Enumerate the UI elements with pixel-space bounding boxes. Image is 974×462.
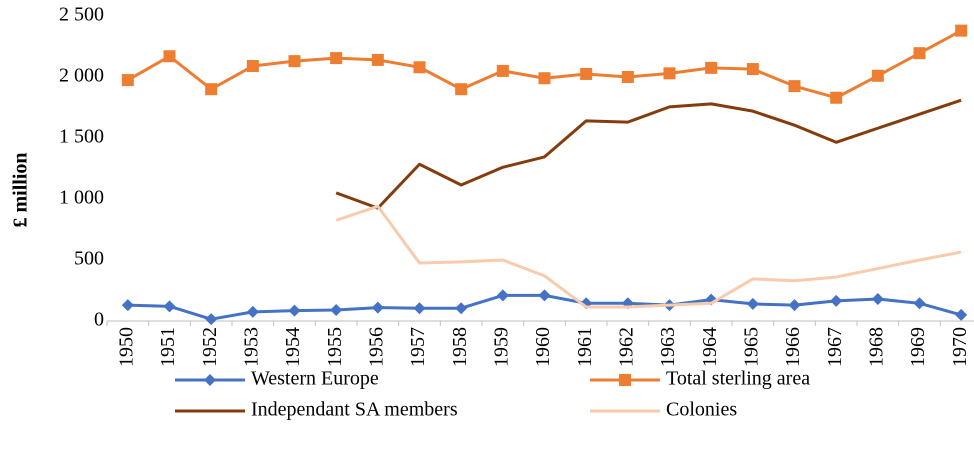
- marker: [246, 305, 259, 318]
- y-tick-label: 2 500: [59, 4, 104, 26]
- marker: [163, 50, 176, 63]
- series-line: [335, 98, 962, 210]
- x-tick-label: 1961: [574, 327, 596, 367]
- marker: [619, 374, 631, 386]
- x-tick-label: 1966: [782, 327, 804, 367]
- marker: [455, 302, 468, 315]
- marker: [621, 71, 634, 83]
- marker: [413, 61, 426, 74]
- x-tick-label: 1951: [157, 327, 179, 367]
- marker: [580, 67, 593, 80]
- y-tick-label: 1 500: [59, 126, 104, 148]
- marker: [205, 83, 218, 96]
- series-line: [335, 204, 962, 309]
- legend-label: Western Europe: [251, 368, 379, 390]
- marker: [205, 313, 218, 326]
- marker: [288, 304, 301, 317]
- marker: [871, 293, 884, 306]
- x-tick-label: 1952: [199, 327, 221, 367]
- x-tick-label: 1962: [615, 327, 637, 367]
- marker: [204, 374, 216, 386]
- x-tick-label: 1955: [324, 327, 346, 367]
- marker: [788, 80, 801, 93]
- x-tick-label: 1969: [907, 327, 929, 367]
- x-tick-label: 1967: [824, 327, 846, 367]
- y-tick-label: 2 000: [59, 65, 104, 87]
- marker: [121, 299, 134, 312]
- y-tick-label: 500: [74, 248, 104, 270]
- marker: [830, 91, 843, 104]
- legend-label: Colonies: [666, 399, 737, 421]
- marker: [913, 47, 926, 60]
- y-tick-label: 1 000: [59, 187, 104, 209]
- marker: [163, 300, 176, 313]
- marker: [413, 302, 426, 315]
- marker: [746, 297, 759, 310]
- marker: [746, 63, 759, 76]
- x-tick-label: 1954: [282, 327, 304, 367]
- marker: [455, 83, 468, 96]
- x-tick-label: 1960: [532, 327, 554, 367]
- marker: [830, 294, 843, 307]
- legend-label: Independant SA members: [251, 399, 458, 421]
- x-tick-label: 1959: [490, 327, 512, 367]
- marker: [871, 69, 884, 82]
- x-tick-label: 1964: [699, 327, 721, 367]
- marker: [788, 299, 801, 312]
- marker: [371, 53, 384, 66]
- x-tick-label: 1957: [407, 327, 429, 367]
- marker: [121, 74, 134, 87]
- marker: [246, 60, 259, 73]
- marker: [955, 308, 968, 321]
- marker: [496, 289, 509, 302]
- x-tick-label: 1968: [865, 327, 887, 367]
- x-tick-label: 1950: [115, 327, 137, 367]
- legend-label: Total sterling area: [666, 368, 810, 390]
- x-tick-label: 1970: [949, 327, 971, 367]
- marker: [913, 297, 926, 310]
- marker: [371, 301, 384, 314]
- marker: [538, 289, 551, 302]
- marker: [330, 304, 343, 317]
- x-tick-label: 1953: [240, 327, 262, 367]
- marker: [330, 52, 343, 65]
- marker: [663, 67, 676, 80]
- x-tick-label: 1958: [449, 327, 471, 367]
- marker: [288, 55, 301, 68]
- x-tick-label: 1956: [365, 327, 387, 367]
- x-tick-label: 1963: [657, 327, 679, 367]
- x-tick-label: 1965: [740, 327, 762, 367]
- marker: [496, 64, 509, 77]
- marker: [955, 24, 968, 37]
- marker: [705, 61, 718, 74]
- y-axis-label: £ million: [10, 152, 32, 227]
- marker: [538, 72, 551, 85]
- y-tick-label: 0: [94, 309, 104, 331]
